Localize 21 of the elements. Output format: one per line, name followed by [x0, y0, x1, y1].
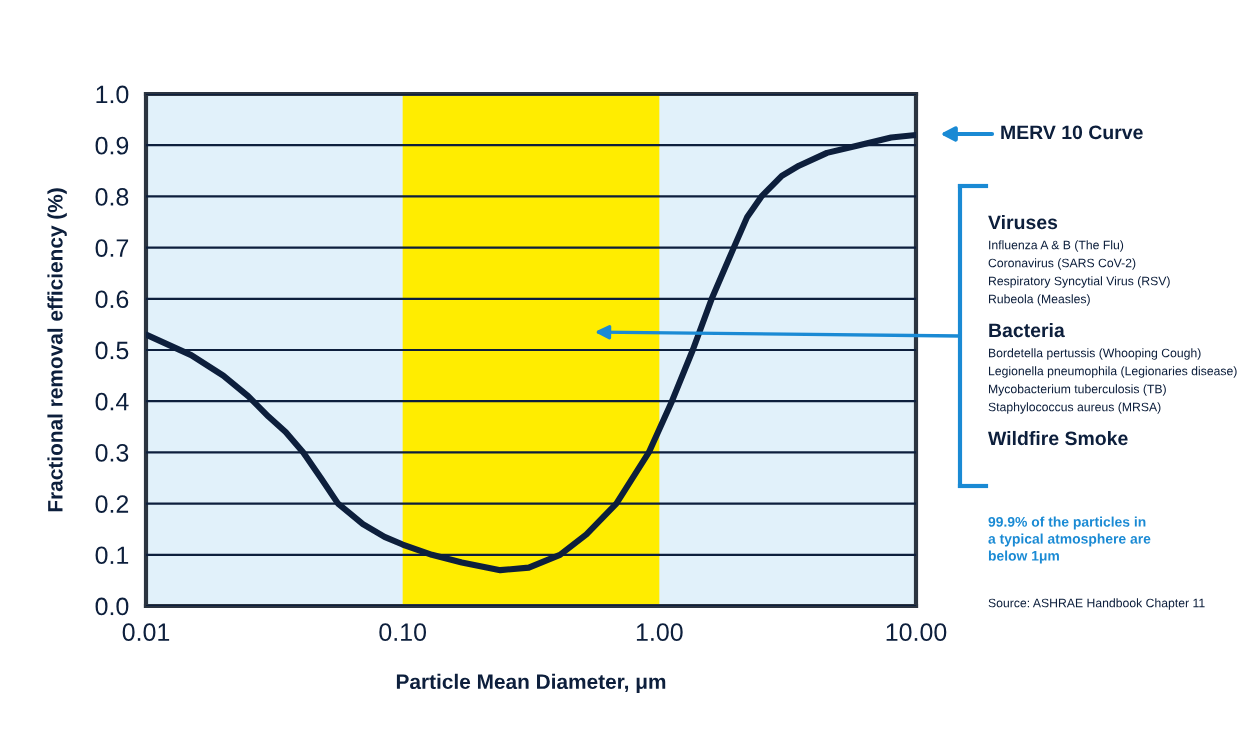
text: Wildfire Smoke	[988, 430, 1128, 446]
text: MERV 10 Curve	[1001, 125, 1143, 140]
y-tick-label: 0.6	[95, 290, 129, 309]
y-tick-label: 0.2	[95, 495, 129, 513]
y-tick-label: 0.9	[95, 136, 129, 155]
y-tick-label: 0.0	[95, 597, 129, 616]
y-tick-label: 0.4	[95, 392, 129, 411]
y-axis-title: Fractional removal efficiency (%)	[47, 188, 67, 512]
x-tick-label: 1.00	[636, 623, 683, 642]
y-tick-label: 0.7	[95, 239, 129, 257]
y-tick-label: 0.8	[95, 188, 129, 206]
x-tick-label: 0.10	[379, 623, 427, 642]
y-tick-label: 0.1	[95, 546, 129, 565]
text: Viruses	[988, 214, 1058, 230]
y-tick-label: 1.0	[96, 85, 129, 104]
x-tick-label: 0.01	[122, 623, 170, 642]
x-axis-title: Particle Mean Diameter, μm	[396, 673, 666, 694]
text: Bacteria	[989, 322, 1065, 338]
y-tick-label: 0.5	[95, 341, 129, 360]
y-tick-label: 0.3	[95, 444, 129, 462]
x-tick-label: 10.00	[886, 623, 947, 642]
